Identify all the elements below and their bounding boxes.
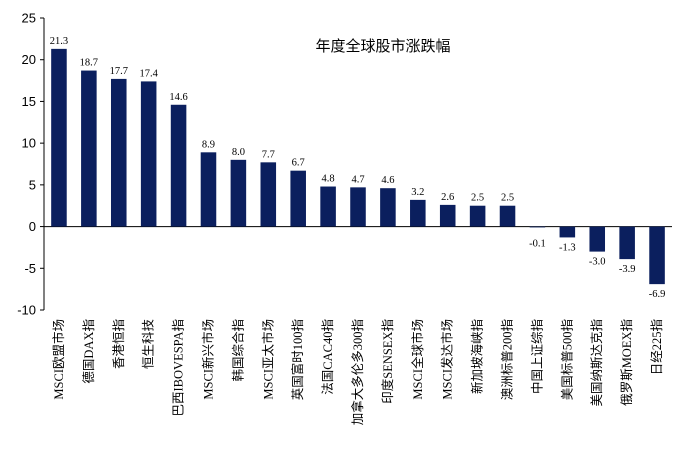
value-label: 7.7 bbox=[262, 149, 275, 160]
value-label: 17.7 bbox=[110, 66, 128, 77]
bar bbox=[559, 226, 576, 238]
value-label: 2.5 bbox=[501, 193, 514, 204]
value-label: 8.9 bbox=[202, 139, 215, 150]
bar bbox=[649, 226, 665, 285]
y-tick-label: 25 bbox=[22, 11, 36, 26]
y-tick-label: -10 bbox=[17, 303, 36, 318]
value-label: 18.7 bbox=[80, 58, 98, 69]
y-tick-label: -5 bbox=[24, 261, 36, 276]
category-label: 美国纳斯达克指 bbox=[589, 319, 604, 407]
value-labels: 21.3 18.7 17.7 17.4 14.6 8.9 8.0 7.7 6.7 4.8 4.7 4.… bbox=[50, 36, 666, 300]
category-label: 印度SENSEX指 bbox=[380, 319, 395, 404]
bar bbox=[140, 81, 157, 227]
bar bbox=[320, 186, 336, 227]
category-label: 中国上证综指 bbox=[529, 319, 544, 394]
bar-series bbox=[51, 48, 665, 285]
value-label: 4.8 bbox=[322, 174, 335, 185]
category-label: 恒生科技 bbox=[142, 319, 156, 370]
category-label: 法国CAC40指 bbox=[320, 319, 335, 395]
bar bbox=[529, 226, 546, 228]
value-label: 3.2 bbox=[411, 187, 424, 198]
bar bbox=[380, 188, 396, 227]
bar bbox=[439, 204, 456, 227]
y-tick-label: 0 bbox=[29, 219, 36, 234]
bar bbox=[469, 205, 486, 227]
chart-title: 年度全球股市涨跌幅 bbox=[315, 37, 450, 55]
bar bbox=[589, 226, 606, 252]
category-label: MSCI欧盟市场 bbox=[51, 319, 66, 400]
value-label: 2.5 bbox=[471, 193, 484, 204]
value-label: -0.1 bbox=[529, 239, 546, 250]
value-label: 21.3 bbox=[50, 36, 68, 47]
category-label: 加拿大多伦多300指 bbox=[350, 319, 365, 425]
category-label: MSCI新兴市场 bbox=[200, 319, 215, 400]
value-label: -1.3 bbox=[559, 242, 576, 253]
bar bbox=[619, 226, 635, 260]
category-label: MSCI亚太市场 bbox=[260, 319, 275, 400]
y-tick-label: 15 bbox=[22, 94, 36, 109]
bar bbox=[230, 159, 247, 227]
category-label: 德国DAX指 bbox=[81, 319, 96, 384]
value-label: 17.4 bbox=[139, 68, 158, 79]
category-label: MSCI全球市场 bbox=[410, 319, 425, 400]
category-label: 香港恒指 bbox=[111, 319, 126, 369]
value-label: 4.7 bbox=[351, 174, 364, 185]
category-labels: MSCI欧盟市场 德国DAX指 香港恒指 恒生科技 巴西IBOVESPA指 MSCI新兴市… bbox=[51, 319, 664, 426]
bar bbox=[200, 152, 217, 227]
category-label: 英国富时100指 bbox=[290, 319, 305, 400]
bar bbox=[110, 78, 127, 227]
category-label: 俄罗斯MOEX指 bbox=[619, 319, 634, 406]
y-tick-label: 20 bbox=[22, 52, 36, 67]
bar bbox=[290, 170, 306, 227]
value-label: -3.0 bbox=[589, 257, 606, 268]
bar bbox=[81, 70, 97, 227]
value-label: 6.7 bbox=[292, 158, 305, 169]
bar bbox=[260, 162, 277, 227]
value-label: 4.6 bbox=[381, 175, 394, 186]
value-label: 14.6 bbox=[169, 92, 187, 103]
category-label: 韩国综合指 bbox=[230, 319, 245, 382]
bar bbox=[410, 199, 426, 227]
y-tick-label: 10 bbox=[22, 136, 36, 151]
category-label: 美国标普500指 bbox=[559, 319, 574, 400]
value-label: -6.9 bbox=[649, 289, 666, 300]
bar bbox=[51, 48, 67, 227]
category-label: 澳洲标普200指 bbox=[500, 319, 515, 400]
category-label: 新加坡海峡指 bbox=[470, 319, 485, 394]
bar bbox=[170, 104, 187, 227]
value-label: -3.9 bbox=[619, 264, 636, 275]
category-label: 巴西IBOVESPA指 bbox=[171, 319, 186, 416]
bar bbox=[350, 187, 366, 227]
bar bbox=[499, 205, 516, 227]
category-label: 日经225指 bbox=[649, 319, 664, 375]
category-label: MSCI发达市场 bbox=[440, 319, 455, 400]
value-label: 2.6 bbox=[441, 192, 454, 203]
y-tick-label: 5 bbox=[29, 177, 36, 192]
value-label: 8.0 bbox=[232, 147, 245, 158]
